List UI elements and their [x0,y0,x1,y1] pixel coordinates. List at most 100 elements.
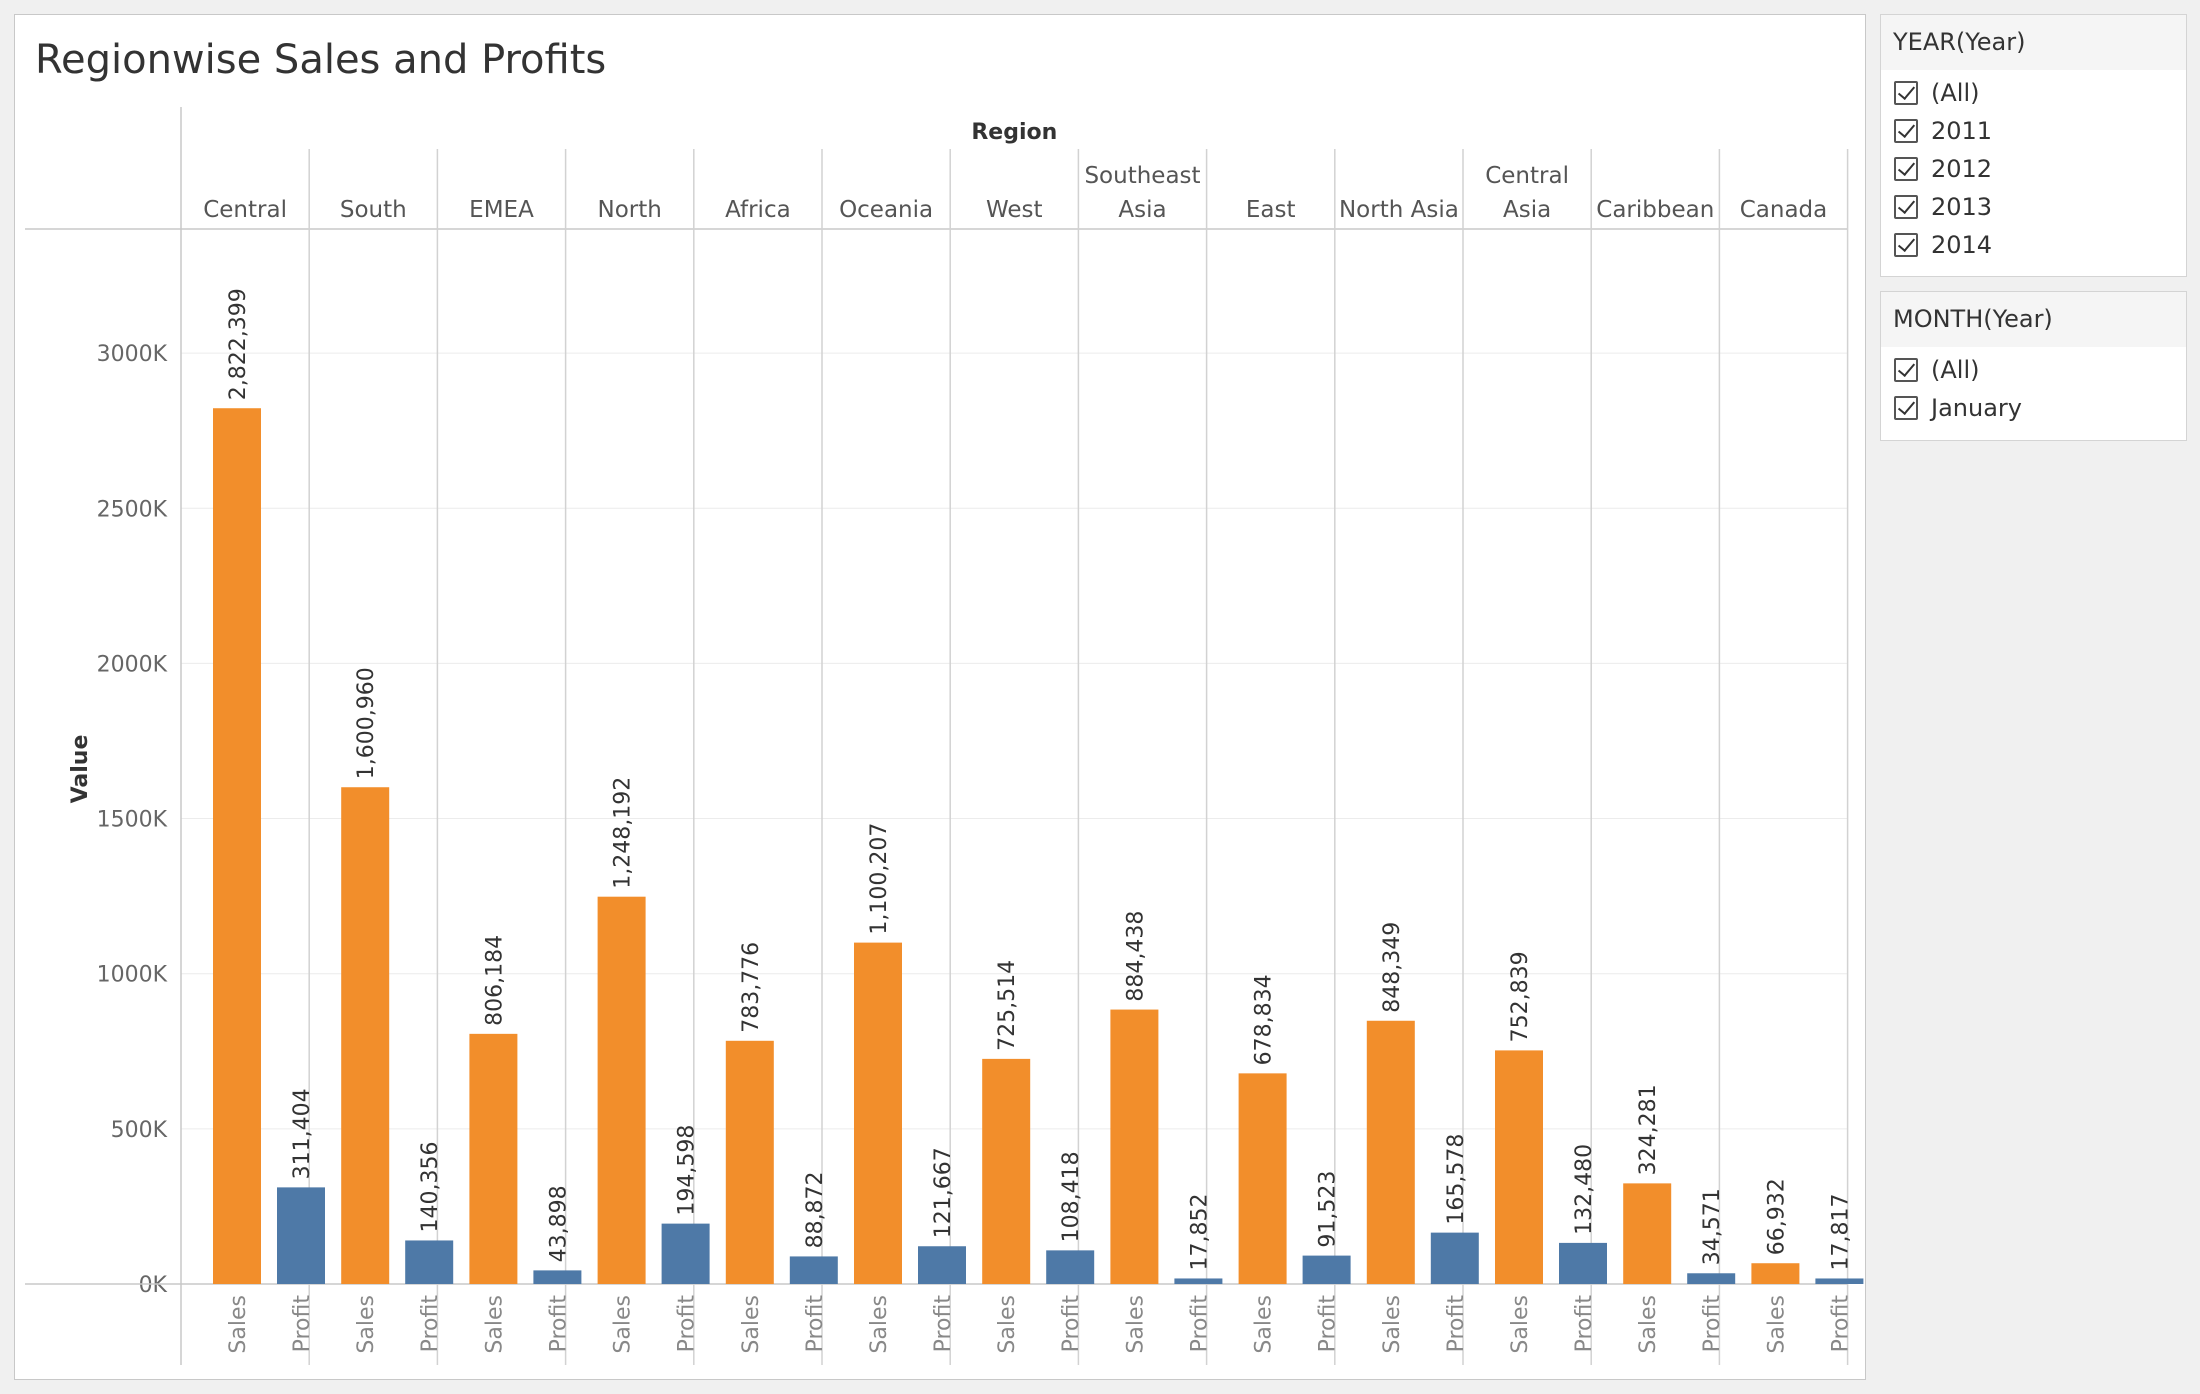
data-label: 324,281 [1636,1084,1661,1175]
region-label: Asia [1503,197,1551,223]
x-tick-label: Profit [675,1295,700,1353]
region-label: Caribbean [1596,197,1714,223]
x-tick-label: Profit [290,1295,315,1353]
profit-bar [1046,1250,1095,1284]
sales-bar [1110,1009,1159,1284]
y-tick-label: 2000K [97,652,168,677]
profit-bar [405,1240,454,1284]
region-label: Central [1485,163,1569,189]
y-tick-label: 500K [111,1118,168,1143]
checkbox-checked-icon[interactable] [1894,157,1918,181]
checkbox-checked-icon[interactable] [1894,81,1918,105]
profit-bar [789,1256,838,1284]
profit-bar [661,1223,710,1284]
data-label: 34,571 [1700,1188,1725,1265]
filter-option-label: 2012 [1931,155,1993,183]
x-tick-label: Profit [803,1295,828,1353]
profit-bar [533,1270,582,1284]
year-filter-option-2014[interactable]: 2014 [1881,226,2186,264]
profit-bar [918,1246,966,1284]
checkbox-checked-icon[interactable] [1894,119,1918,143]
region-label: West [986,197,1043,223]
region-label: Asia [1118,197,1166,223]
year-filter: YEAR(Year) (All) 2011 2012 2013 2014 [1880,14,2187,277]
sales-bar [341,787,390,1284]
data-label: 311,404 [290,1088,315,1179]
x-tick-label: Profit [931,1295,956,1353]
data-label: 91,523 [1316,1171,1341,1248]
y-tick-label: 3000K [97,342,168,367]
chart-title: Regionwise Sales and Profits [35,37,607,83]
year-filter-option-2013[interactable]: 2013 [1881,188,2186,226]
sales-bar [213,408,261,1284]
x-tick-label: Profit [546,1295,571,1353]
filter-option-label: 2013 [1931,193,1993,221]
column-header-region: Region [971,120,1057,145]
data-label: 783,776 [739,942,764,1033]
data-label: 884,438 [1123,911,1148,1002]
x-tick-label: Sales [1123,1295,1148,1354]
filter-option-label: 2014 [1931,231,1993,259]
filter-option-label: (All) [1931,79,1980,107]
year-filter-option-2012[interactable]: 2012 [1881,150,2186,188]
data-label: 66,932 [1764,1178,1789,1255]
region-label: EMEA [469,197,534,223]
data-label: 165,578 [1444,1134,1469,1225]
y-axis-label: Value [68,735,93,804]
x-tick-label: Profit [418,1295,443,1353]
data-label: 806,184 [482,935,507,1026]
x-tick-label: Sales [739,1295,764,1354]
month-filter-option-all[interactable]: (All) [1881,351,2186,389]
x-tick-label: Profit [1700,1295,1725,1353]
bar-chart: 0K 500K 1000K 1500K 2000K 2500K 3000K Region Val… [25,107,1864,1365]
sales-bar [469,1033,518,1284]
x-tick-label: Sales [611,1295,636,1354]
data-label: 1,100,207 [867,823,892,935]
data-label: 752,839 [1508,951,1533,1042]
x-tick-label: Profit [1572,1295,1597,1353]
sales-bar [725,1040,774,1284]
data-label: 17,817 [1828,1193,1853,1270]
profit-bar [1430,1232,1479,1284]
data-label: 848,349 [1380,922,1405,1013]
data-label: 17,852 [1187,1193,1212,1270]
checkbox-checked-icon[interactable] [1894,233,1918,257]
y-tick-label: 1500K [97,808,168,833]
profit-bar [1174,1278,1223,1284]
data-label: 88,872 [803,1171,828,1248]
region-label: Africa [725,197,791,223]
x-tick-label: Sales [1636,1295,1661,1354]
year-filter-option-2011[interactable]: 2011 [1881,112,2186,150]
data-label: 1,248,192 [611,777,636,889]
region-label: North [598,197,662,223]
checkbox-checked-icon[interactable] [1894,195,1918,219]
x-tick-label: Sales [226,1295,251,1354]
year-filter-option-all[interactable]: (All) [1881,74,2186,112]
region-label: North Asia [1339,197,1459,223]
data-label: 132,480 [1572,1144,1597,1235]
x-tick-label: Profit [1316,1295,1341,1353]
region-label: East [1246,197,1296,223]
profit-bar [1687,1273,1736,1284]
data-label: 725,514 [995,960,1020,1051]
sales-bar [1623,1183,1672,1284]
sales-bar [982,1058,1031,1284]
x-tick-label: Profit [1187,1295,1212,1353]
month-filter-option-january[interactable]: January [1881,389,2186,427]
year-filter-title: YEAR(Year) [1881,15,2186,70]
x-tick-label: Sales [1508,1295,1533,1354]
region-label: Southeast [1084,163,1200,189]
x-tick-label: Sales [1380,1295,1405,1354]
sales-bar [597,896,646,1284]
profit-bar [1559,1242,1607,1284]
x-tick-label: Sales [482,1295,507,1354]
month-filter-title: MONTH(Year) [1881,292,2186,347]
sales-bar [1751,1263,1800,1284]
checkbox-checked-icon[interactable] [1894,396,1918,420]
filter-option-label: 2011 [1931,117,1993,145]
data-label: 1,600,960 [354,667,379,779]
data-label: 121,667 [931,1147,956,1238]
x-tick-label: Sales [1764,1295,1789,1354]
region-label: Canada [1740,197,1828,223]
checkbox-checked-icon[interactable] [1894,358,1918,382]
